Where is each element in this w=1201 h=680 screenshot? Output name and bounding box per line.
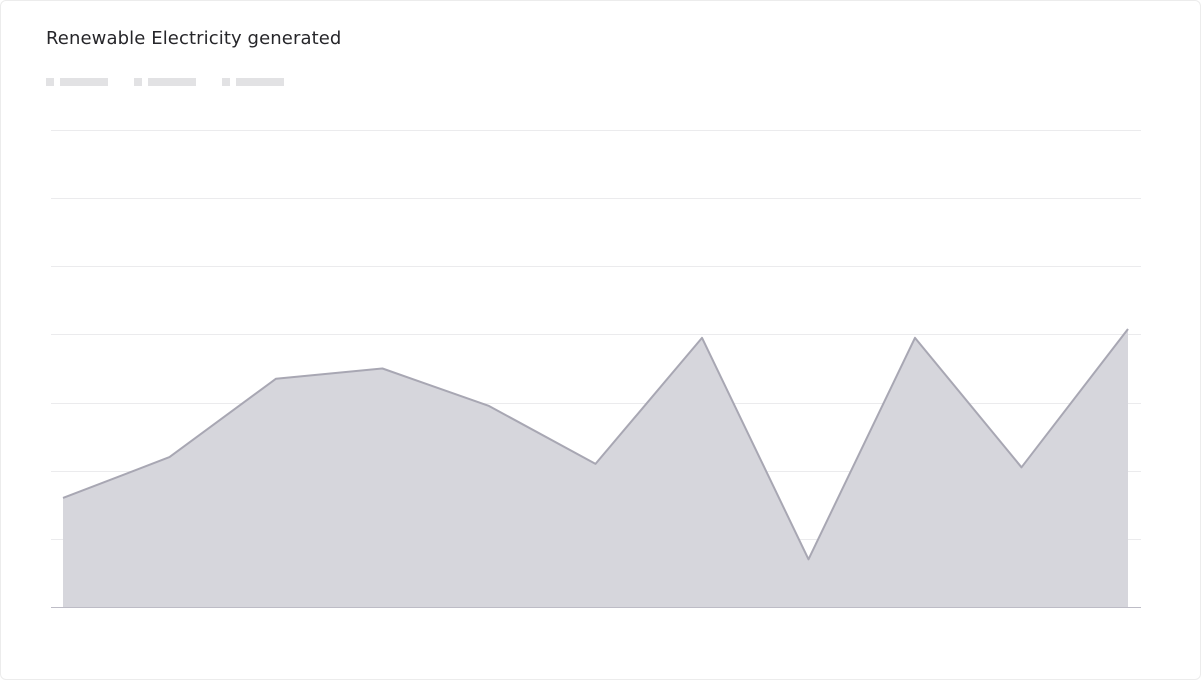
legend-swatch — [134, 78, 142, 86]
data-point[interactable] — [57, 492, 69, 504]
series-layer — [57, 323, 1134, 607]
data-point[interactable] — [270, 373, 282, 385]
data-point[interactable] — [377, 363, 389, 375]
legend-label-placeholder — [148, 78, 196, 86]
legend-label-placeholder — [236, 78, 284, 86]
data-point[interactable] — [696, 332, 708, 344]
data-point[interactable] — [483, 400, 495, 412]
data-point[interactable] — [590, 458, 602, 470]
data-point[interactable] — [909, 332, 921, 344]
data-point[interactable] — [164, 451, 176, 463]
legend-label-placeholder — [60, 78, 108, 86]
series-area — [63, 328, 1128, 607]
legend-swatch — [46, 78, 54, 86]
data-point[interactable] — [1016, 461, 1028, 473]
legend-swatch — [222, 78, 230, 86]
data-point[interactable] — [803, 553, 815, 565]
chart-title: Renewable Electricity generated — [46, 28, 342, 49]
data-point[interactable] — [1122, 323, 1134, 335]
series-line — [62, 328, 1129, 561]
